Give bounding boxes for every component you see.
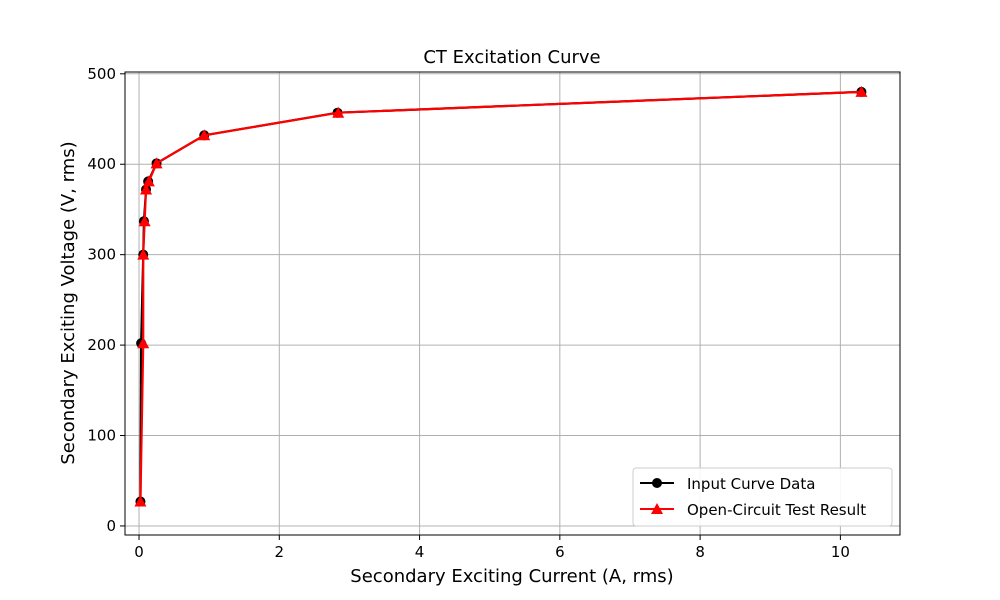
series-line-1 [139, 90, 862, 502]
data-point-triangle [150, 157, 163, 169]
x-tick-label: 0 [134, 543, 144, 561]
data-point-triangle [138, 215, 151, 227]
y-tick-label: 500 [87, 65, 116, 83]
x-tick-label: 2 [275, 543, 285, 561]
legend-marker-test [651, 503, 663, 514]
y-axis-label: Secondary Exciting Voltage (V, rms) [58, 141, 79, 464]
plot-series [134, 85, 868, 507]
y-tick-label: 300 [87, 246, 116, 264]
legend-marker-input [652, 478, 662, 488]
data-point-triangle [198, 129, 211, 141]
series-line-2 [139, 90, 862, 502]
grid [125, 72, 900, 535]
data-point-triangle [142, 175, 155, 187]
data-point-triangle [137, 337, 150, 349]
data-point-triangle [332, 106, 345, 118]
x-tick-label: 6 [555, 543, 565, 561]
legend-box [632, 467, 893, 527]
data-point-triangle [855, 85, 868, 97]
y-tick-label: 200 [87, 336, 116, 354]
y-axis-ticks: 0 100 200 300 400 500 [87, 65, 125, 535]
chart-title: CT Excitation Curve [423, 47, 600, 68]
data-point-triangle [137, 248, 150, 260]
data-point-triangle [134, 495, 147, 507]
data-point-triangle [140, 183, 153, 195]
legend-label-input: Input Curve Data [687, 475, 815, 493]
plot-frame [124, 71, 901, 536]
y-tick-label: 400 [87, 155, 116, 173]
legend-label-test: Open-Circuit Test Result [687, 501, 866, 519]
x-tick-label: 10 [831, 543, 850, 561]
x-axis-label: Secondary Exciting Current (A, rms) [350, 566, 673, 587]
x-axis-ticks: 0 2 4 6 8 10 [134, 535, 850, 561]
y-tick-label: 100 [87, 427, 116, 445]
legend: Input Curve Data Open-Circuit Test Resul… [632, 467, 893, 527]
x-tick-label: 4 [415, 543, 425, 561]
x-tick-label: 8 [695, 543, 705, 561]
y-tick-label: 0 [106, 517, 116, 535]
